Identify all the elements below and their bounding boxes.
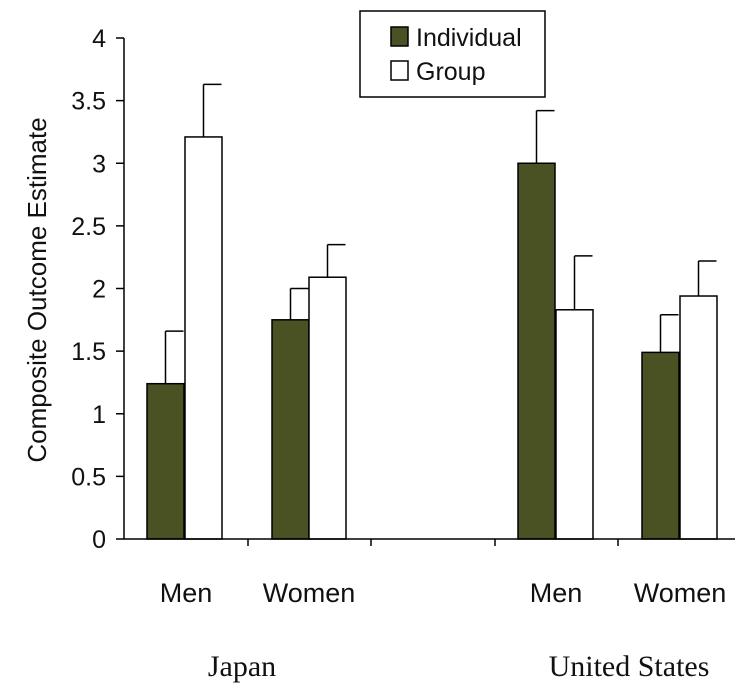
y-tick-label: 2.5 [71, 213, 106, 241]
y-axis-label: Composite Outcome Estimate [22, 117, 52, 462]
bar-group-2 [555, 309, 594, 540]
legend-label-group: Group [416, 58, 485, 86]
category-labels: Men Women Men Women [160, 578, 727, 608]
legend-label-individual: Individual [416, 24, 522, 52]
bar-group-3 [679, 295, 718, 540]
y-tick-label: 4 [92, 25, 106, 53]
y-tick-label: 0.5 [71, 463, 106, 491]
legend-swatch-group [390, 60, 409, 81]
bar-individual-1 [271, 319, 310, 540]
category-label: Men [530, 578, 583, 608]
category-label: Women [263, 578, 356, 608]
y-tick-label: 1 [92, 401, 106, 429]
group-label: Japan [208, 650, 276, 683]
bar-individual-2 [517, 162, 556, 540]
legend-box [359, 10, 546, 98]
y-tick-label: 1.5 [71, 338, 106, 366]
x-axis [124, 538, 735, 546]
y-tick-label: 0 [92, 526, 106, 554]
legend: Individual Group [359, 10, 546, 98]
y-tick-label: 2 [92, 276, 106, 304]
bar-individual-3 [641, 351, 680, 540]
bar-group-0 [184, 136, 223, 540]
bars [146, 136, 718, 540]
y-axis: 0 0.5 1 1.5 2 2.5 3 3.5 4 [71, 25, 125, 554]
category-label: Women [634, 578, 727, 608]
y-tick-label: 3.5 [71, 88, 106, 116]
category-label: Men [160, 578, 213, 608]
bar-individual-0 [146, 382, 185, 540]
group-label: United States [549, 650, 710, 683]
y-tick-label: 3 [92, 150, 106, 178]
error-bars [164, 83, 717, 384]
group-labels: Japan United States [208, 650, 710, 683]
bar-group-1 [308, 276, 347, 540]
legend-swatch-individual [390, 26, 409, 47]
